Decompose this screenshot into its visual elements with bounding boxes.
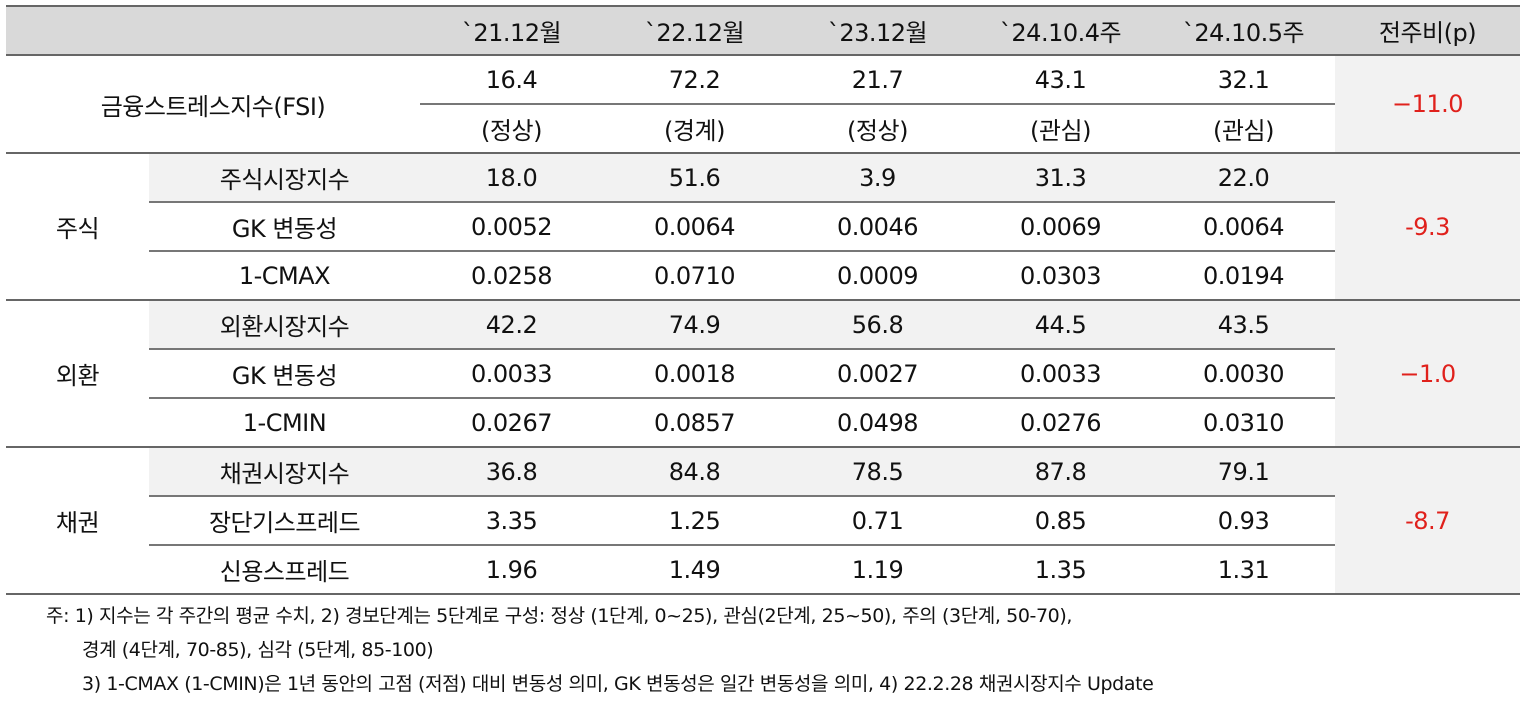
- fsi-table-container: `21.12월 `22.12월 `23.12월 `24.10.4주 `24.10…: [6, 5, 1520, 701]
- cell-value: 0.0710: [603, 251, 786, 301]
- cell-value: 1.35: [969, 545, 1152, 595]
- cell-value: 0.93: [1152, 496, 1335, 546]
- cell-value: 0.0258: [420, 251, 603, 301]
- cell-value: 3.9: [786, 153, 969, 203]
- change-fx: −1.0: [1335, 300, 1520, 448]
- fsi-status: (경계): [603, 104, 786, 154]
- cell-value: 51.6: [603, 153, 786, 203]
- cell-value: 0.85: [969, 496, 1152, 546]
- table-row: GK 변동성 0.0052 0.0064 0.0046 0.0069 0.006…: [6, 202, 1520, 252]
- cell-value: 0.0276: [969, 398, 1152, 448]
- cell-value: 31.3: [969, 153, 1152, 203]
- cell-value: 1.25: [603, 496, 786, 546]
- fsi-value: 32.1: [1152, 55, 1335, 105]
- fsi-table: `21.12월 `22.12월 `23.12월 `24.10.4주 `24.10…: [6, 5, 1520, 595]
- fsi-value: 21.7: [786, 55, 969, 105]
- cell-value: 0.0009: [786, 251, 969, 301]
- footnote-line: 주: 1) 지수는 각 주간의 평균 수치, 2) 경보단계는 5단계로 구성:…: [46, 605, 1073, 627]
- cell-value: 84.8: [603, 447, 786, 497]
- cell-value: 36.8: [420, 447, 603, 497]
- fsi-value-row: 금융스트레스지수(FSI) 16.4 72.2 21.7 43.1 32.1 −…: [6, 55, 1520, 154]
- cell-value: 0.0064: [603, 202, 786, 252]
- fsi-status-row: (정상) (경계) (정상) (관심) (관심): [6, 104, 1520, 154]
- cell-value: 74.9: [603, 300, 786, 350]
- table-row: 채권 채권시장지수 36.8 84.8 78.5 87.8 79.1 -8.7: [6, 447, 1520, 595]
- table-row: GK 변동성 0.0033 0.0018 0.0027 0.0033 0.003…: [6, 349, 1520, 399]
- category-bond: 채권: [6, 447, 149, 595]
- cell-value: 22.0: [1152, 153, 1335, 203]
- cell-value: 78.5: [786, 447, 969, 497]
- category-stock: 주식: [6, 153, 149, 301]
- cell-value: 0.0064: [1152, 202, 1335, 252]
- cell-value: 0.71: [786, 496, 969, 546]
- cell-value: 79.1: [1152, 447, 1335, 497]
- cell-value: 0.0046: [786, 202, 969, 252]
- cell-value: 56.8: [786, 300, 969, 350]
- fsi-label: 금융스트레스지수(FSI): [6, 55, 420, 154]
- header-col-1: `21.12월: [420, 5, 603, 56]
- cell-value: 0.0030: [1152, 349, 1335, 399]
- cell-value: 0.0052: [420, 202, 603, 252]
- table-row: 신용스프레드 1.96 1.49 1.19 1.35 1.31: [6, 545, 1520, 595]
- cell-value: 42.2: [420, 300, 603, 350]
- footnote-line: 경계 (4단계, 70-85), 심각 (5단계, 85-100): [82, 639, 434, 661]
- change-stock: -9.3: [1335, 153, 1520, 301]
- fsi-change: −11.0: [1335, 55, 1520, 154]
- footnote-line: 3) 1-CMAX (1-CMIN)은 1년 동안의 고점 (저점) 대비 변동…: [82, 673, 1154, 695]
- fsi-status: (관심): [969, 104, 1152, 154]
- row-label: 외환시장지수: [149, 300, 420, 350]
- cell-value: 1.49: [603, 545, 786, 595]
- cell-value: 1.19: [786, 545, 969, 595]
- cell-value: 18.0: [420, 153, 603, 203]
- table-row: 1-CMIN 0.0267 0.0857 0.0498 0.0276 0.031…: [6, 398, 1520, 448]
- cell-value: 0.0069: [969, 202, 1152, 252]
- row-label: 1-CMAX: [149, 251, 420, 301]
- cell-value: 0.0194: [1152, 251, 1335, 301]
- cell-value: 3.35: [420, 496, 603, 546]
- header-col-4: `24.10.4주: [969, 5, 1152, 56]
- change-bond: -8.7: [1335, 447, 1520, 595]
- row-label: 주식시장지수: [149, 153, 420, 203]
- row-label: GK 변동성: [149, 349, 420, 399]
- fsi-value: 72.2: [603, 55, 786, 105]
- cell-value: 43.5: [1152, 300, 1335, 350]
- row-label: 신용스프레드: [149, 545, 420, 595]
- header-col-3: `23.12월: [786, 5, 969, 56]
- cell-value: 1.31: [1152, 545, 1335, 595]
- header-row: `21.12월 `22.12월 `23.12월 `24.10.4주 `24.10…: [6, 5, 1520, 56]
- row-label: 장단기스프레드: [149, 496, 420, 546]
- cell-value: 87.8: [969, 447, 1152, 497]
- cell-value: 0.0018: [603, 349, 786, 399]
- row-label: 1-CMIN: [149, 398, 420, 448]
- cell-value: 44.5: [969, 300, 1152, 350]
- fsi-value: 16.4: [420, 55, 603, 105]
- cell-value: 0.0027: [786, 349, 969, 399]
- header-col-5: `24.10.5주: [1152, 5, 1335, 56]
- header-blank: [6, 5, 420, 56]
- cell-value: 0.0033: [969, 349, 1152, 399]
- cell-value: 0.0033: [420, 349, 603, 399]
- cell-value: 0.0498: [786, 398, 969, 448]
- cell-value: 0.0857: [603, 398, 786, 448]
- fsi-status: (정상): [786, 104, 969, 154]
- footnotes: 주: 1) 지수는 각 주간의 평균 수치, 2) 경보단계는 5단계로 구성:…: [6, 599, 1520, 701]
- fsi-value: 43.1: [969, 55, 1152, 105]
- table-row: 주식 주식시장지수 18.0 51.6 3.9 31.3 22.0 -9.3: [6, 153, 1520, 301]
- cell-value: 1.96: [420, 545, 603, 595]
- category-fx: 외환: [6, 300, 149, 448]
- fsi-status: (관심): [1152, 104, 1335, 154]
- cell-value: 0.0310: [1152, 398, 1335, 448]
- row-label: 채권시장지수: [149, 447, 420, 497]
- header-change: 전주비(p): [1335, 5, 1520, 56]
- row-label: GK 변동성: [149, 202, 420, 252]
- header-col-2: `22.12월: [603, 5, 786, 56]
- cell-value: 0.0303: [969, 251, 1152, 301]
- table-row: 장단기스프레드 3.35 1.25 0.71 0.85 0.93: [6, 496, 1520, 546]
- cell-value: 0.0267: [420, 398, 603, 448]
- table-row: 외환 외환시장지수 42.2 74.9 56.8 44.5 43.5 −1.0: [6, 300, 1520, 448]
- table-row: 1-CMAX 0.0258 0.0710 0.0009 0.0303 0.019…: [6, 251, 1520, 301]
- fsi-status: (정상): [420, 104, 603, 154]
